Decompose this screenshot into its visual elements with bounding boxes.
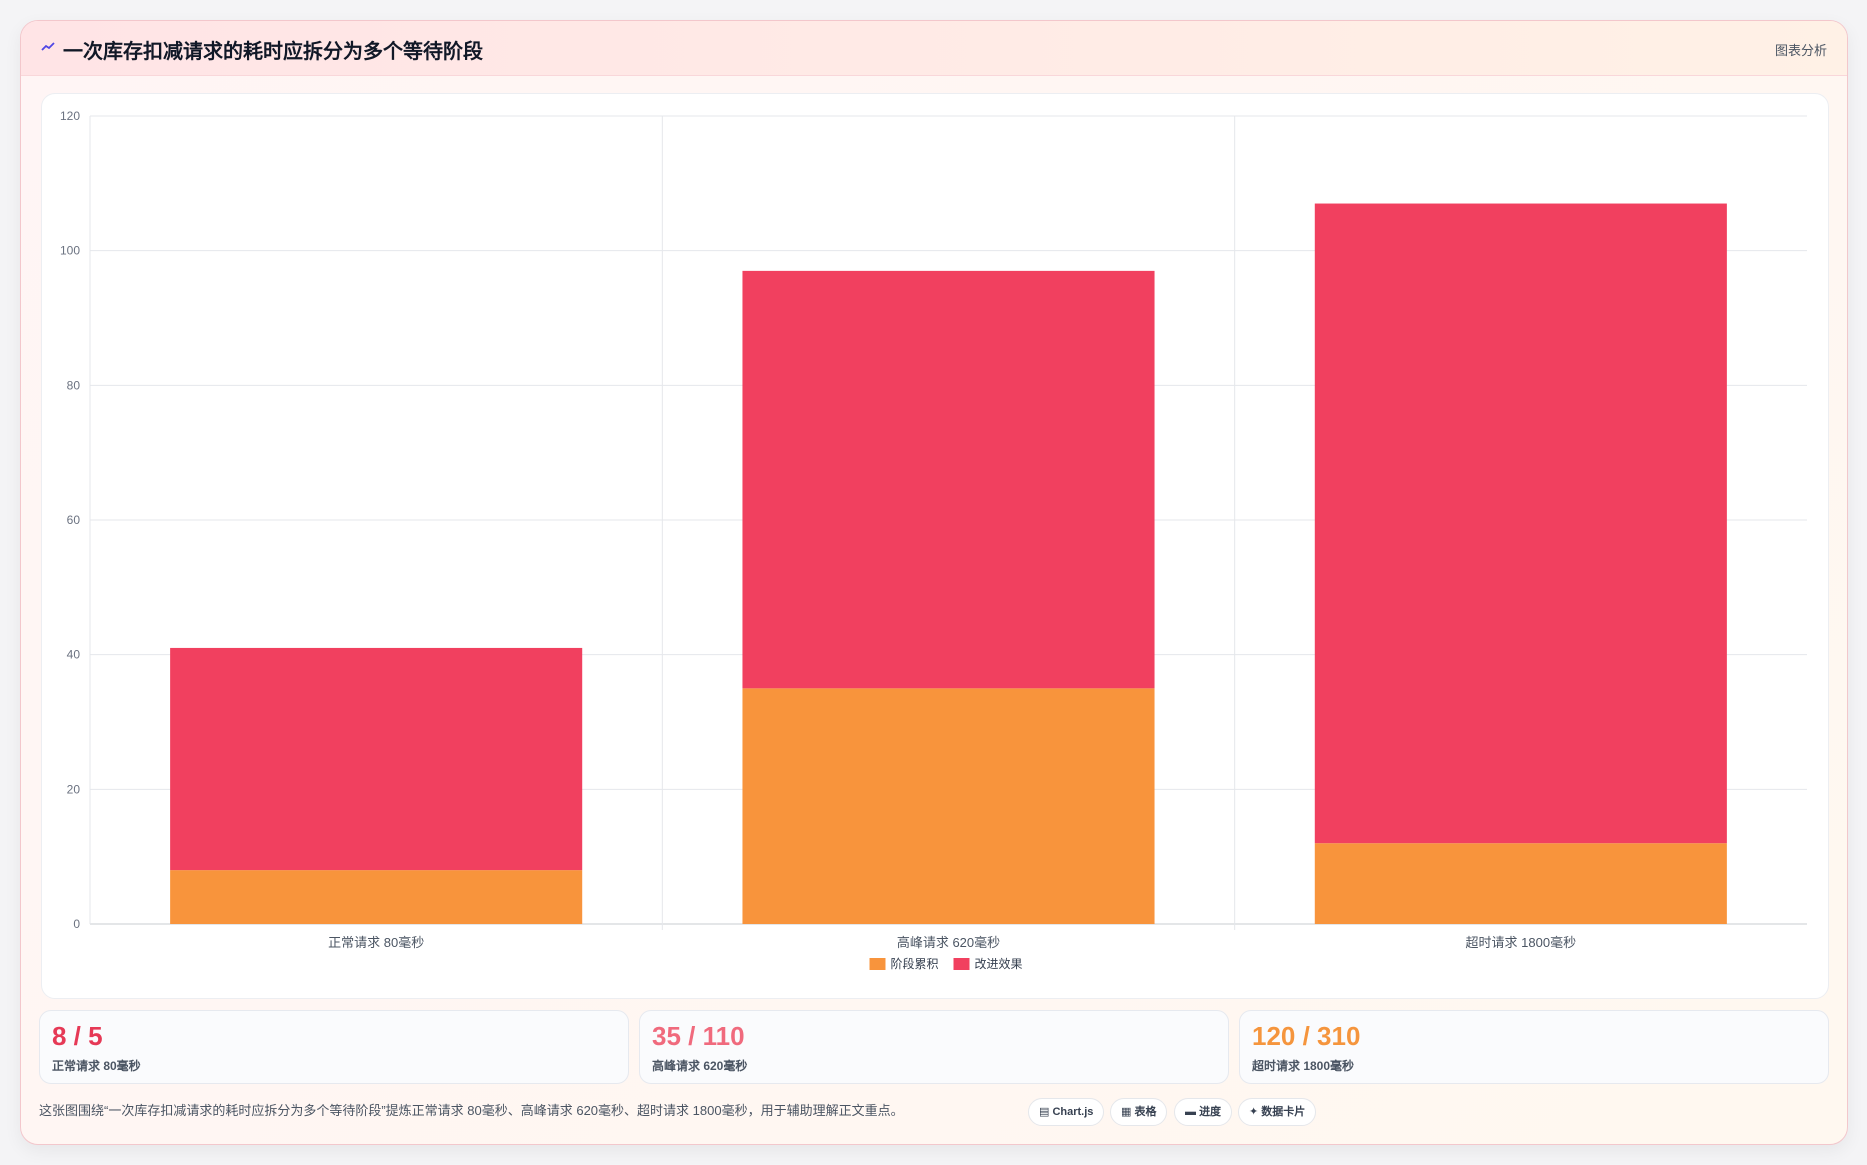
stat-card-normal: 8 / 5 正常请求 80毫秒: [39, 1010, 629, 1084]
legend-swatch: [869, 958, 886, 970]
bar-segment-improve: [742, 270, 1155, 689]
footer-note: 这张图围绕“一次库存扣减请求的耗时应拆分为多个等待阶段”提炼正常请求 80毫秒、…: [39, 1103, 904, 1118]
stacked-bar-chart: 0 20 40 60 80 100 120 正常请求 80毫秒 高峰请求 620毫秒 超时请求 1…: [60, 109, 1807, 971]
y-tick-label: 0: [73, 917, 80, 931]
chart-analysis-tag: 图表分析: [1774, 43, 1827, 58]
stat-value: 35 / 110: [652, 1021, 745, 1051]
trend-icon: [41, 39, 55, 55]
chip-label: Chart.js: [1052, 1106, 1094, 1118]
y-tick-label: 100: [60, 244, 80, 258]
x-tick-label: 正常请求 80毫秒: [328, 935, 424, 950]
stat-label: 高峰请求 620毫秒: [652, 1059, 748, 1073]
progress-icon: ▬: [1185, 1106, 1200, 1118]
x-tick-label: 高峰请求 620毫秒: [897, 935, 1000, 950]
bar-segment-improve: [170, 647, 583, 871]
card-icon: ✦: [1249, 1106, 1262, 1118]
bar-segment-improve: [1314, 203, 1727, 844]
legend-label: 阶段累积: [891, 956, 939, 971]
stat-card-timeout: 120 / 310 超时请求 1800毫秒: [1239, 1010, 1829, 1084]
stat-card-peak: 35 / 110 高峰请求 620毫秒: [639, 1010, 1229, 1084]
y-tick-label: 120: [60, 109, 80, 123]
chip-label: 表格: [1134, 1106, 1157, 1118]
chart-card: 一次库存扣减请求的耗时应拆分为多个等待阶段 图表分析 0 20 40 60 80 100 1…: [20, 20, 1848, 1145]
y-tick-label: 80: [67, 378, 81, 392]
y-tick-label: 40: [67, 648, 81, 662]
y-tick-label: 60: [67, 513, 81, 527]
chart-panel: 0 20 40 60 80 100 120 正常请求 80毫秒 高峰请求 620毫秒 超时请求 1…: [41, 93, 1829, 999]
chip-progress[interactable]: ▬ 进度: [1174, 1098, 1233, 1126]
bar-segment-stage: [742, 688, 1155, 924]
chip-table[interactable]: ▦ 表格: [1110, 1098, 1168, 1126]
chip-label: 进度: [1199, 1106, 1222, 1118]
bar-segment-stage: [1314, 843, 1727, 924]
chart-icon: ▤: [1039, 1106, 1053, 1118]
stat-label: 正常请求 80毫秒: [52, 1059, 141, 1073]
chart-title: 一次库存扣减请求的耗时应拆分为多个等待阶段: [63, 41, 483, 63]
table-icon: ▦: [1121, 1106, 1135, 1118]
chip-data-card[interactable]: ✦ 数据卡片: [1238, 1098, 1317, 1126]
stat-value: 120 / 310: [1252, 1021, 1361, 1051]
legend-swatch: [953, 958, 970, 970]
stat-value: 8 / 5: [52, 1021, 103, 1051]
chip-chartjs[interactable]: ▤ Chart.js: [1028, 1098, 1105, 1126]
legend-label: 改进效果: [975, 956, 1023, 971]
card-header: 一次库存扣减请求的耗时应拆分为多个等待阶段 图表分析: [21, 21, 1847, 76]
chip-label: 数据卡片: [1261, 1106, 1306, 1118]
x-tick-label: 超时请求 1800毫秒: [1466, 935, 1577, 950]
y-tick-label: 20: [67, 782, 81, 796]
stat-label: 超时请求 1800毫秒: [1252, 1059, 1355, 1073]
bar-segment-stage: [170, 870, 583, 924]
